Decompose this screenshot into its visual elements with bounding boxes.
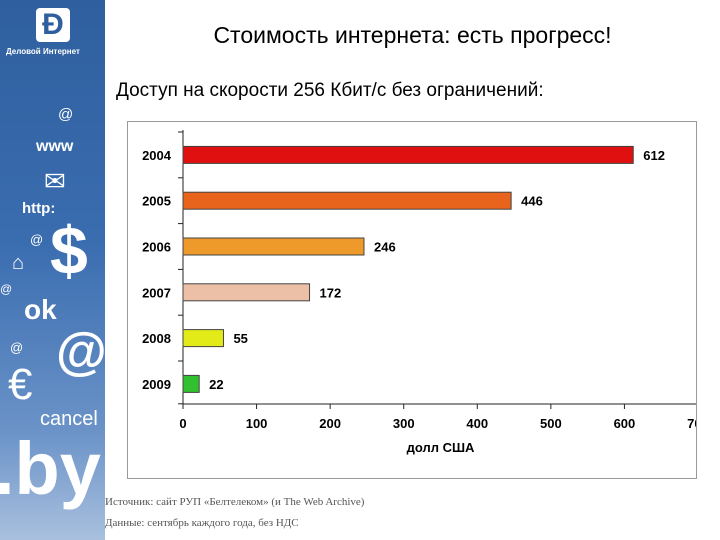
bar-value-label: 172 bbox=[320, 285, 342, 300]
x-tick-label: 500 bbox=[540, 416, 562, 431]
y-category-label: 2006 bbox=[142, 240, 171, 255]
y-category-label: 2007 bbox=[142, 285, 171, 300]
dollar-icon: $ bbox=[50, 213, 88, 289]
by-domain-label: .by bbox=[0, 427, 101, 510]
source-note: Источник: сайт РУП «Белтелеком» (и The W… bbox=[105, 496, 365, 508]
page-subtitle: Доступ на скорости 256 Кбит/с без ограни… bbox=[116, 80, 544, 101]
bar-2004 bbox=[182, 145, 634, 164]
at-icon: @ bbox=[10, 340, 24, 355]
at-large-icon: @ bbox=[56, 323, 105, 381]
bar-2006 bbox=[182, 237, 365, 256]
www-label: www bbox=[36, 138, 74, 155]
bar-chart: 0 100 200 300 400 500 600 700 долл США 2004 612 200… bbox=[142, 130, 709, 455]
y-category-label: 2004 bbox=[142, 148, 172, 163]
bar-value-label: 612 bbox=[643, 148, 665, 163]
bar-value-label: 55 bbox=[233, 331, 247, 346]
bar-value-label: 22 bbox=[209, 377, 223, 392]
bar-2005 bbox=[182, 191, 512, 210]
bar-value-label: 246 bbox=[374, 240, 396, 255]
y-category-label: 2005 bbox=[142, 194, 171, 209]
x-tick-label: 300 bbox=[393, 416, 415, 431]
x-axis-title: долл США bbox=[407, 440, 475, 455]
page-title: Стоимость интернета: есть прогресс! bbox=[213, 22, 612, 48]
at-icon: @ bbox=[58, 106, 74, 123]
http-label: http: bbox=[22, 200, 56, 217]
y-category-label: 2008 bbox=[142, 331, 171, 346]
x-tick-label: 0 bbox=[179, 416, 186, 431]
envelope-icon: ✉ bbox=[44, 166, 66, 196]
logo-icon: Ð bbox=[36, 8, 70, 42]
house-icon: ⌂ bbox=[12, 252, 25, 274]
y-category-label: 2009 bbox=[142, 377, 171, 392]
x-tick-label: 200 bbox=[319, 416, 341, 431]
at-icon: @ bbox=[30, 232, 44, 247]
bar-2009 bbox=[182, 374, 200, 393]
bar-2008 bbox=[182, 329, 224, 348]
ok-label: ok bbox=[24, 294, 57, 325]
x-tick-label: 400 bbox=[466, 416, 488, 431]
cancel-label: cancel bbox=[40, 408, 98, 430]
x-tick-label: 700 bbox=[687, 416, 696, 431]
at-icon: @ bbox=[0, 282, 13, 296]
data-note: Данные: сентябрь каждого года, без НДС bbox=[105, 517, 299, 529]
euro-icon: € bbox=[8, 360, 33, 409]
bar-value-label: 446 bbox=[521, 194, 543, 209]
x-tick-label: 100 bbox=[246, 416, 268, 431]
bar-2007 bbox=[182, 283, 311, 302]
x-tick-label: 600 bbox=[614, 416, 636, 431]
chart-frame: 0 100 200 300 400 500 600 700 долл США 2004 612 200… bbox=[127, 121, 709, 479]
brand-name: Деловой Интернет bbox=[6, 47, 80, 56]
sidebar: Ð Деловой Интернет @ www ✉ http: @ $ ⌂ @… bbox=[0, 0, 105, 540]
